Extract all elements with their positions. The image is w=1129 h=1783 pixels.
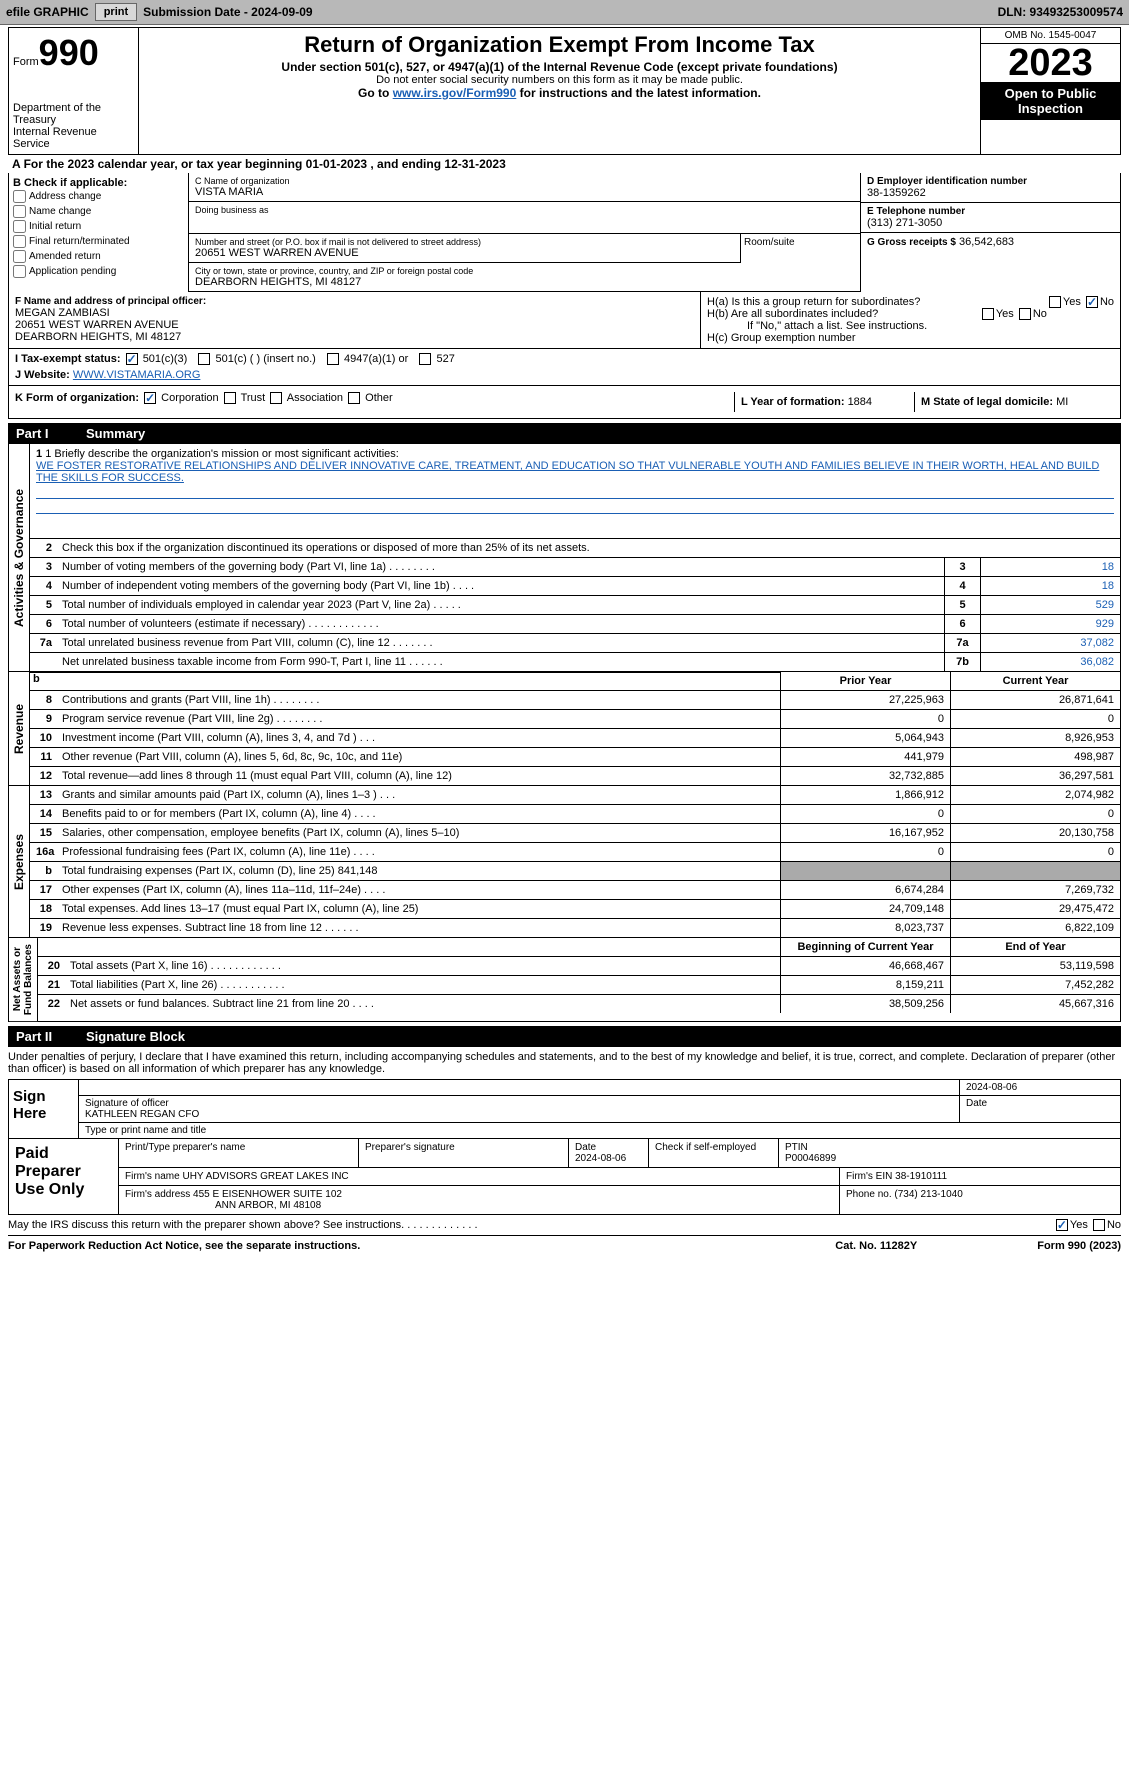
checkbox-initial-return[interactable]: Initial return	[13, 219, 184, 234]
summary-row: 7aTotal unrelated business revenue from …	[30, 634, 1120, 653]
table-row: 12Total revenue—add lines 8 through 11 (…	[30, 767, 1120, 785]
officer-signature: KATHLEEN REGAN CFO	[85, 1109, 199, 1120]
table-row: 18Total expenses. Add lines 13–17 (must …	[30, 900, 1120, 919]
street-address: 20651 WEST WARREN AVENUE	[195, 247, 734, 259]
mission: 1 1 Briefly describe the organization's …	[30, 444, 1120, 539]
part1-header: Part ISummary	[8, 423, 1121, 444]
firm-name: UHY ADVISORS GREAT LAKES INC	[182, 1171, 348, 1182]
table-row: 21Total liabilities (Part X, line 26) . …	[38, 976, 1120, 995]
summary-row: 6Total number of volunteers (estimate if…	[30, 615, 1120, 634]
summary-row: 3Number of voting members of the governi…	[30, 558, 1120, 577]
table-row: 19Revenue less expenses. Subtract line 1…	[30, 919, 1120, 937]
checkbox-application-pending[interactable]: Application pending	[13, 264, 184, 279]
checkbox-name-change[interactable]: Name change	[13, 204, 184, 219]
table-row: 15Salaries, other compensation, employee…	[30, 824, 1120, 843]
efile-label: efile GRAPHIC	[6, 5, 89, 19]
table-row: 10Investment income (Part VIII, column (…	[30, 729, 1120, 748]
part1-netassets: Net Assets or Fund Balances Beginning of…	[8, 938, 1121, 1022]
table-row: 20Total assets (Part X, line 16) . . . .…	[38, 957, 1120, 976]
section-b: B Check if applicable: Address changeNam…	[9, 173, 189, 292]
table-row: 14Benefits paid to or for members (Part …	[30, 805, 1120, 824]
ein: 38-1359262	[867, 187, 1114, 199]
subtitle-3: Go to www.irs.gov/Form990 for instructio…	[145, 86, 974, 100]
summary-row: Net unrelated business taxable income fr…	[30, 653, 1120, 671]
ha-yes-checkbox[interactable]	[1049, 296, 1061, 308]
header-grid: B Check if applicable: Address changeNam…	[8, 173, 1121, 292]
discuss-no-checkbox[interactable]	[1093, 1219, 1105, 1231]
summary-row: 5Total number of individuals employed in…	[30, 596, 1120, 615]
part1-revenue: Revenue bPrior YearCurrent Year 8Contrib…	[8, 672, 1121, 786]
checkbox-list: Address changeName changeInitial returnF…	[13, 189, 184, 279]
form-title: Return of Organization Exempt From Incom…	[145, 32, 974, 58]
checkbox-amended-return[interactable]: Amended return	[13, 249, 184, 264]
section-c: C Name of organizationVISTA MARIA Doing …	[189, 173, 860, 292]
table-row: 13Grants and similar amounts paid (Part …	[30, 786, 1120, 805]
side-exp: Expenses	[9, 786, 30, 937]
toolbar: efile GRAPHIC print Submission Date - 20…	[0, 0, 1129, 25]
row-k: K Form of organization: Corporation Trus…	[8, 386, 1121, 419]
corp-checkbox[interactable]	[144, 392, 156, 404]
row-fh: F Name and address of principal officer:…	[8, 292, 1121, 349]
city-state-zip: DEARBORN HEIGHTS, MI 48127	[195, 276, 854, 288]
table-row: bTotal fundraising expenses (Part IX, co…	[30, 862, 1120, 881]
row-a: A For the 2023 calendar year, or tax yea…	[8, 155, 1121, 173]
gross-receipts: 36,542,683	[959, 236, 1014, 248]
subtitle-1: Under section 501(c), 527, or 4947(a)(1)…	[145, 60, 974, 74]
ha-no-checkbox[interactable]	[1086, 296, 1098, 308]
form-header: Form990 Department of the Treasury Inter…	[8, 27, 1121, 155]
table-row: 8Contributions and grants (Part VIII, li…	[30, 691, 1120, 710]
table-row: 9Program service revenue (Part VIII, lin…	[30, 710, 1120, 729]
part1-summary: Activities & Governance 1 1 Briefly desc…	[8, 444, 1121, 672]
paid-preparer: Paid Preparer Use Only Print/Type prepar…	[8, 1139, 1121, 1215]
table-row: 17Other expenses (Part IX, column (A), l…	[30, 881, 1120, 900]
part2-header: Part IISignature Block	[8, 1026, 1121, 1047]
form-number: Form990	[13, 32, 134, 74]
side-rev: Revenue	[9, 672, 30, 785]
may-discuss: May the IRS discuss this return with the…	[8, 1215, 1121, 1235]
website-link[interactable]: WWW.VISTAMARIA.ORG	[73, 369, 201, 381]
section-d: D Employer identification number38-13592…	[860, 173, 1120, 292]
row-ij: I Tax-exempt status: 501(c)(3) 501(c) ( …	[8, 349, 1121, 386]
checkbox-address-change[interactable]: Address change	[13, 189, 184, 204]
open-inspection: Open to Public Inspection	[981, 82, 1120, 120]
side-na: Net Assets or Fund Balances	[9, 938, 38, 1021]
hb-no-checkbox[interactable]	[1019, 308, 1031, 320]
tax-year: 2023	[981, 44, 1120, 82]
officer-name: MEGAN ZAMBIASI	[15, 307, 694, 319]
irs-link[interactable]: www.irs.gov/Form990	[393, 86, 517, 100]
501c3-checkbox[interactable]	[126, 353, 138, 365]
table-row: 16aProfessional fundraising fees (Part I…	[30, 843, 1120, 862]
dln: DLN: 93493253009574	[998, 5, 1123, 19]
phone: (313) 271-3050	[867, 217, 1114, 229]
footer: For Paperwork Reduction Act Notice, see …	[8, 1235, 1121, 1256]
submission-date: Submission Date - 2024-09-09	[143, 5, 312, 19]
summary-row: 4Number of independent voting members of…	[30, 577, 1120, 596]
subtitle-2: Do not enter social security numbers on …	[145, 74, 974, 86]
checkbox-final-return-terminated[interactable]: Final return/terminated	[13, 234, 184, 249]
dept-treasury: Department of the Treasury Internal Reve…	[13, 102, 134, 150]
signature-block: Under penalties of perjury, I declare th…	[8, 1047, 1121, 1139]
side-ag: Activities & Governance	[9, 444, 30, 671]
part1-expenses: Expenses 13Grants and similar amounts pa…	[8, 786, 1121, 938]
discuss-yes-checkbox[interactable]	[1056, 1219, 1068, 1231]
table-row: 11Other revenue (Part VIII, column (A), …	[30, 748, 1120, 767]
org-name: VISTA MARIA	[195, 186, 854, 198]
ptin: P00046899	[785, 1153, 836, 1164]
print-button[interactable]: print	[95, 3, 137, 21]
hb-yes-checkbox[interactable]	[982, 308, 994, 320]
table-row: 22Net assets or fund balances. Subtract …	[38, 995, 1120, 1013]
